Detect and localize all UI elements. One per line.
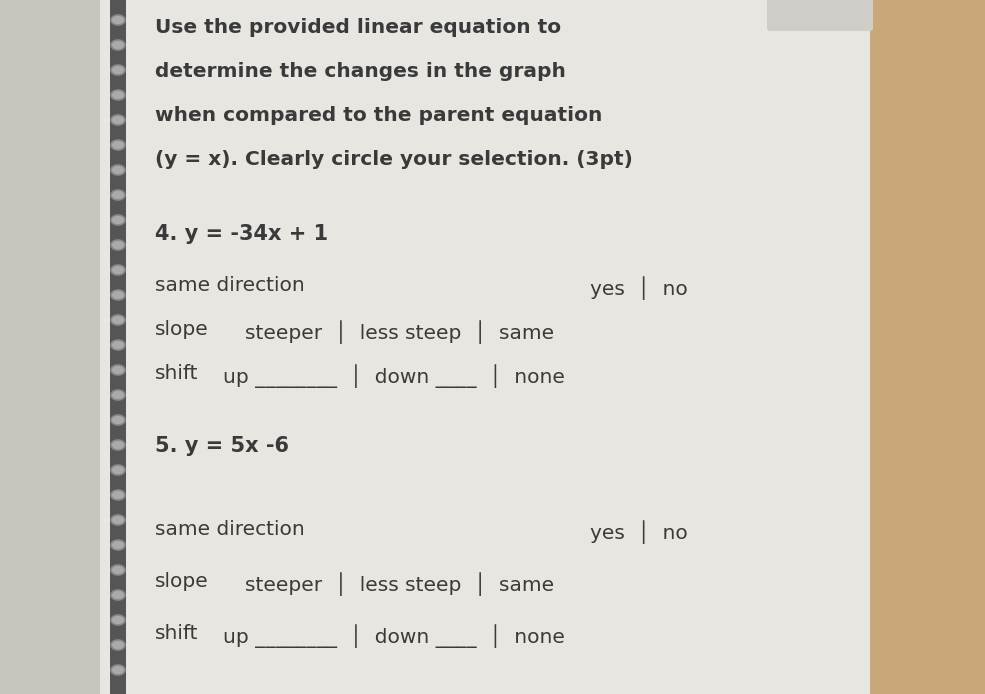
Text: (y = x). Clearly circle your selection. (3pt): (y = x). Clearly circle your selection. … <box>155 150 633 169</box>
Bar <box>0 0 100 694</box>
Ellipse shape <box>111 540 125 550</box>
Ellipse shape <box>111 165 125 175</box>
Text: same direction: same direction <box>155 276 304 295</box>
Ellipse shape <box>111 315 125 325</box>
Ellipse shape <box>111 15 125 25</box>
Ellipse shape <box>111 490 125 500</box>
Bar <box>100 0 870 694</box>
Ellipse shape <box>111 665 125 675</box>
Text: up ________  │  down ____  │  none: up ________ │ down ____ │ none <box>223 624 564 648</box>
Text: up ________  │  down ____  │  none: up ________ │ down ____ │ none <box>223 364 564 388</box>
Ellipse shape <box>111 440 125 450</box>
Ellipse shape <box>111 140 125 150</box>
Text: shift: shift <box>155 364 199 383</box>
Text: slope: slope <box>155 320 209 339</box>
Ellipse shape <box>111 65 125 75</box>
Text: Use the provided linear equation to: Use the provided linear equation to <box>155 18 561 37</box>
Ellipse shape <box>111 590 125 600</box>
Ellipse shape <box>111 465 125 475</box>
Text: shift: shift <box>155 624 199 643</box>
Ellipse shape <box>111 640 125 650</box>
Text: when compared to the parent equation: when compared to the parent equation <box>155 106 603 125</box>
Text: steeper  │  less steep  │  same: steeper │ less steep │ same <box>245 572 555 595</box>
Ellipse shape <box>111 90 125 100</box>
Text: same direction: same direction <box>155 520 304 539</box>
FancyBboxPatch shape <box>767 0 873 31</box>
Ellipse shape <box>111 290 125 300</box>
Text: steeper  │  less steep  │  same: steeper │ less steep │ same <box>245 320 555 344</box>
Ellipse shape <box>111 615 125 625</box>
Bar <box>110 0 126 694</box>
Ellipse shape <box>111 215 125 225</box>
Ellipse shape <box>111 340 125 350</box>
Ellipse shape <box>111 565 125 575</box>
Ellipse shape <box>111 415 125 425</box>
Ellipse shape <box>111 365 125 375</box>
Text: slope: slope <box>155 572 209 591</box>
Text: yes  │  no: yes │ no <box>590 520 688 544</box>
Text: yes  │  no: yes │ no <box>590 276 688 300</box>
Ellipse shape <box>111 40 125 50</box>
Bar <box>870 0 985 694</box>
Text: 5. y = 5x -6: 5. y = 5x -6 <box>155 436 289 456</box>
Ellipse shape <box>111 390 125 400</box>
Text: 4. y = -34x + 1: 4. y = -34x + 1 <box>155 224 328 244</box>
Ellipse shape <box>111 190 125 200</box>
Ellipse shape <box>111 515 125 525</box>
Text: determine the changes in the graph: determine the changes in the graph <box>155 62 565 81</box>
Ellipse shape <box>111 240 125 250</box>
Ellipse shape <box>111 115 125 125</box>
Ellipse shape <box>111 265 125 275</box>
